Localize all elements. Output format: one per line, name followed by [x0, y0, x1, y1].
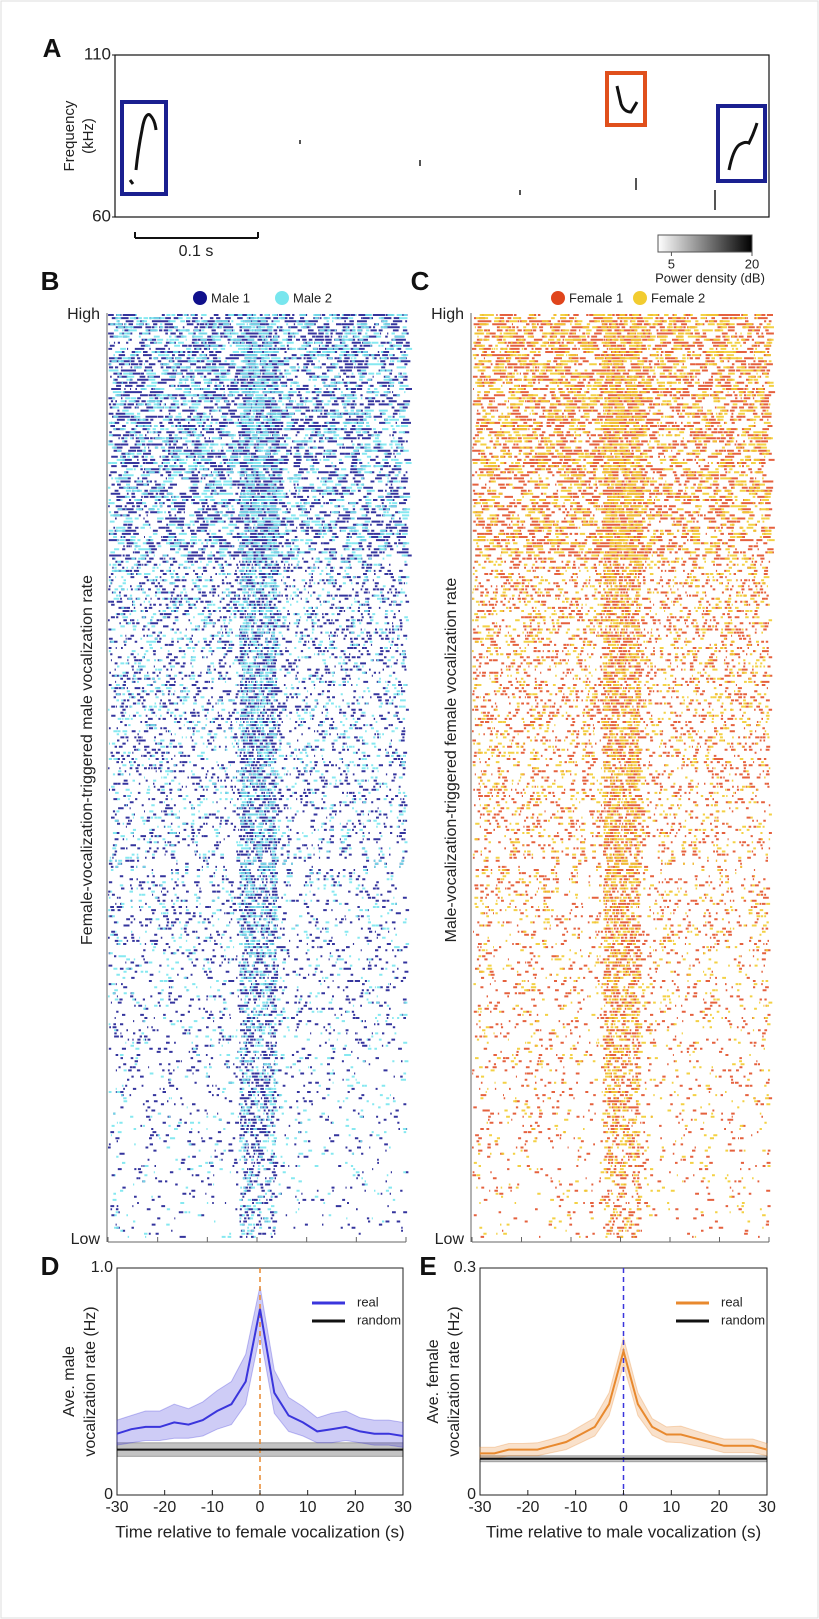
- y-axis-label: (kHz): [80, 118, 97, 154]
- colorbar: [657, 234, 753, 253]
- call-trace: [615, 85, 639, 114]
- legend-label: Male 2: [293, 290, 332, 305]
- call-box: [605, 71, 647, 127]
- y-tick-label: 110: [84, 44, 111, 63]
- legend-swatch: [633, 291, 647, 305]
- legend-label: random: [357, 1312, 401, 1327]
- panel-label: A: [43, 33, 62, 63]
- legend-label: random: [721, 1312, 765, 1327]
- y-high-label: High: [67, 306, 100, 323]
- colorbar-tick-label: 5: [668, 256, 675, 271]
- x-tick-label: -30: [468, 1499, 491, 1516]
- y-axis-label: Female-vocalization-triggered male vocal…: [79, 575, 96, 945]
- spectrogram: [114, 54, 770, 239]
- scale-bar-label: 0.1 s: [179, 243, 214, 260]
- raster-texture: [472, 314, 775, 1238]
- call-trace: [128, 113, 158, 185]
- call-trace: [727, 122, 759, 171]
- call-box: [716, 104, 767, 183]
- y-axis-label: Frequency: [61, 100, 78, 171]
- legend-label: real: [357, 1294, 379, 1309]
- legend-label: real: [721, 1294, 743, 1309]
- x-tick-label: 20: [710, 1499, 728, 1516]
- confidence-band: [116, 1286, 404, 1448]
- series-line: [116, 1308, 404, 1437]
- panel-label: C: [411, 266, 430, 296]
- spectrogram-area: [114, 54, 770, 218]
- legend-label: Female 2: [651, 290, 705, 305]
- y-tick-label: 1.0: [91, 1259, 113, 1276]
- y-tick-label: 0: [467, 1486, 476, 1503]
- x-tick-label: 0: [619, 1499, 628, 1516]
- x-tick-label: -20: [153, 1499, 176, 1516]
- legend-swatch: [551, 291, 565, 305]
- noise: [299, 140, 716, 210]
- x-tick-label: 30: [394, 1499, 412, 1516]
- x-tick-label: 30: [758, 1499, 776, 1516]
- legend-swatch: [275, 291, 289, 305]
- call-box: [120, 100, 168, 196]
- y-axis-label: Ave. male: [61, 1346, 78, 1417]
- legend-swatch: [193, 291, 207, 305]
- panel-label: D: [41, 1251, 60, 1281]
- y-axis-label: Ave. female: [425, 1339, 442, 1423]
- scale-bar: [134, 232, 259, 238]
- legend-label: Female 1: [569, 290, 623, 305]
- x-tick-label: 10: [299, 1499, 317, 1516]
- x-tick-label: -30: [105, 1499, 128, 1516]
- panel-label: E: [419, 1251, 436, 1281]
- y-tick-label: 0.3: [454, 1259, 476, 1276]
- y-axis-label: vocalization rate (Hz): [82, 1306, 99, 1456]
- colorbar-tick-label: 20: [745, 256, 759, 271]
- raster-texture: [108, 314, 413, 1238]
- y-low-label: Low: [71, 1231, 101, 1248]
- y-tick-label: 60: [92, 206, 111, 225]
- x-tick-label: -20: [516, 1499, 539, 1516]
- panel-label: B: [41, 266, 60, 296]
- y-axis-label: Male-vocalization-triggered female vocal…: [443, 578, 460, 943]
- x-tick-label: 10: [662, 1499, 680, 1516]
- y-axis-label: vocalization rate (Hz): [446, 1306, 463, 1456]
- x-tick-label: 20: [346, 1499, 364, 1516]
- series-line: [480, 1347, 768, 1455]
- x-tick-label: -10: [201, 1499, 224, 1516]
- legend-label: Male 1: [211, 290, 250, 305]
- x-axis-label: Time relative to female vocalization (s): [115, 1522, 404, 1541]
- x-tick-label: -10: [564, 1499, 587, 1516]
- y-low-label: Low: [435, 1231, 465, 1248]
- y-high-label: High: [431, 306, 464, 323]
- y-tick-label: 0: [104, 1486, 113, 1503]
- x-tick-label: 0: [256, 1499, 265, 1516]
- x-axis-label: Time relative to male vocalization (s): [486, 1522, 761, 1541]
- colorbar-label: Power density (dB): [655, 270, 765, 285]
